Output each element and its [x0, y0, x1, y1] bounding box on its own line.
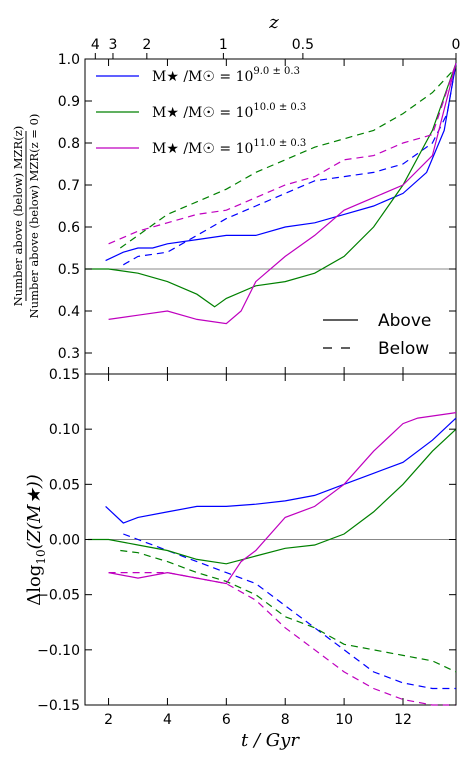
upper-y-tick-label: 0.5: [58, 262, 80, 278]
upper-y-tick-label: 0.4: [58, 304, 80, 320]
mass-legend: M★ /M☉ = 109.0 ± 0.3 M★ /M☉ = 1010.0 ± 0.…: [96, 66, 306, 157]
lower-y-tick-label: −0.05: [37, 588, 80, 604]
lower-ylabel-rest: (Z(M★)): [24, 474, 45, 549]
upper-ylabel-denominator: Number above (below) MZR(z = 0): [27, 114, 41, 319]
top-x-tick-label: 0: [452, 37, 460, 53]
top-x-tick-label: 2: [142, 37, 151, 53]
style-legend: Above Below: [323, 311, 431, 359]
upper-y-tick-label: 0.6: [58, 220, 80, 236]
lower-series-group: [87, 412, 457, 706]
x-tick-label: 12: [394, 712, 412, 728]
upper-y-tick-label: 0.7: [58, 178, 80, 194]
style-legend-label: Above: [378, 311, 431, 331]
upper-x-ticks: [108, 59, 404, 374]
x-tick-label: 8: [281, 712, 290, 728]
x-tick-label: 4: [163, 712, 172, 728]
lower-x-axis: 2 4 6 8 10 12: [104, 374, 412, 728]
lower-series-line-2: [87, 428, 457, 565]
style-legend-label: Below: [378, 339, 429, 359]
upper-y-tick-label: 0.8: [58, 136, 80, 152]
upper-y-tick-label: 0.3: [58, 346, 80, 362]
upper-series-line-0: [105, 63, 457, 262]
lower-y-tick-label: −0.15: [37, 698, 80, 714]
lower-panel: −0.15 −0.10 −0.05 0.00 0.05 0.10 0.15 2 4 6 8 10 12…: [24, 367, 457, 728]
legend-label: M★ /M☉ = 1011.0 ± 0.3: [152, 138, 306, 157]
legend-label: M★ /M☉ = 109.0 ± 0.3: [152, 66, 300, 85]
upper-series-line-4: [108, 63, 457, 325]
top-axis-title: z: [268, 12, 279, 33]
lower-y-tick-label: 0.15: [49, 367, 80, 383]
x-tick-label: 10: [335, 712, 353, 728]
x-tick-label: 2: [104, 712, 113, 728]
top-x-tick-label: 3: [109, 37, 118, 53]
upper-series-group: [85, 63, 457, 325]
upper-series-line-5: [108, 63, 457, 245]
upper-y-axis-title: Number above (below) MZR(z) Number above…: [11, 114, 41, 319]
lower-series-line-1: [123, 533, 456, 690]
upper-series-line-1: [123, 63, 457, 266]
top-x-tick-label: 4: [91, 37, 100, 53]
x-tick-label: 6: [222, 712, 231, 728]
lower-series-line-5: [108, 571, 456, 706]
top-axis: 4 3 2 1 0.5 0: [91, 37, 460, 59]
upper-series-line-2: [85, 63, 457, 308]
upper-y-axis: 0.3 0.4 0.5 0.6 0.7 0.8 0.9 1.0: [58, 52, 456, 362]
upper-y-tick-label: 0.9: [58, 94, 80, 110]
lower-series-line-0: [105, 417, 457, 524]
upper-panel: 0.3 0.4 0.5 0.6 0.7 0.8 0.9 1.0 M★ /M☉ = 109.0 …: [11, 52, 457, 375]
lower-y-tick-label: 0.05: [49, 477, 80, 493]
lower-series-line-3: [120, 549, 457, 673]
x-axis-title: t / Gyr: [241, 730, 300, 751]
upper-series-line-3: [119, 66, 457, 249]
lower-ylabel-sub: 10: [34, 549, 48, 564]
lower-y-axis: −0.15 −0.10 −0.05 0.00 0.05 0.10 0.15: [37, 367, 456, 714]
lower-y-tick-label: −0.10: [37, 643, 80, 659]
lower-series-line-4: [108, 412, 457, 585]
upper-y-tick-label: 1.0: [58, 52, 80, 68]
legend-label: M★ /M☉ = 1010.0 ± 0.3: [152, 102, 306, 121]
upper-ylabel-numerator: Number above (below) MZR(z): [11, 126, 25, 307]
lower-y-axis-title: Δlog10(Z(M★)): [24, 474, 48, 606]
top-x-tick-label: 1: [219, 37, 228, 53]
lower-y-tick-label: 0.10: [49, 422, 80, 438]
lower-ylabel-main: Δlog: [24, 565, 45, 606]
top-x-tick-label: 0.5: [292, 37, 314, 53]
lower-y-tick-label: 0.00: [49, 533, 80, 549]
